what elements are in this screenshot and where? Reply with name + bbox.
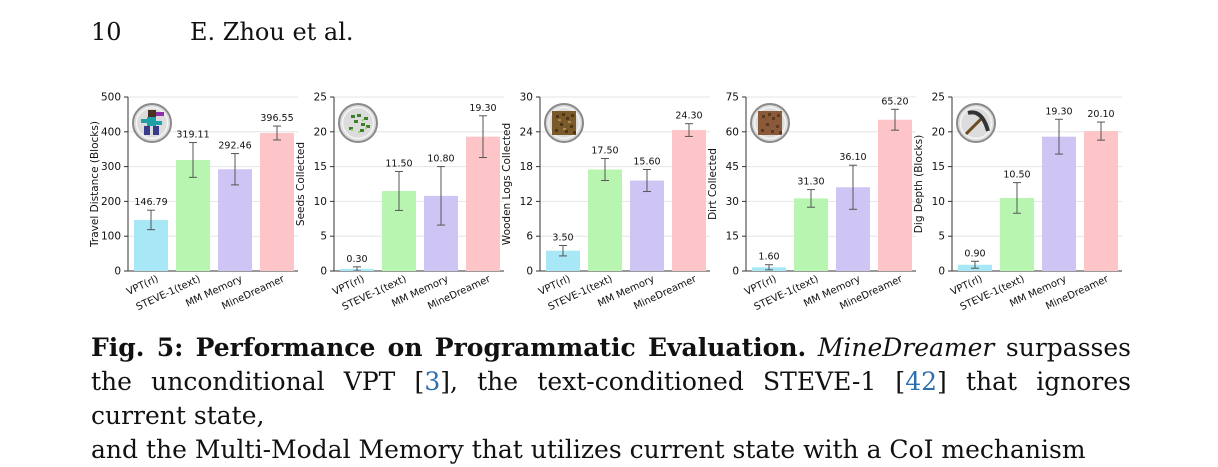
y-tick-label: 400 xyxy=(101,126,121,138)
data-label: 19.30 xyxy=(1045,106,1072,117)
data-label: 65.20 xyxy=(881,96,908,107)
citation-link-3[interactable]: 3 xyxy=(424,367,441,396)
data-label: 31.30 xyxy=(797,177,824,188)
y-axis-label: Wooden Logs Collected xyxy=(501,123,513,245)
data-label: 10.50 xyxy=(1003,170,1030,181)
y-tick-label: 30 xyxy=(520,92,533,104)
caption-model-name: MineDreamer xyxy=(817,333,995,362)
y-tick-label: 15 xyxy=(314,161,327,173)
bar-minedreamer xyxy=(672,130,706,271)
y-tick-label: 60 xyxy=(726,126,739,138)
y-tick-label: 6 xyxy=(526,231,533,243)
chart-travel-distance-blocks: 0 100 200 300 400 500 Travel Distance (Blocks)… xyxy=(89,92,298,313)
y-tick-label: 45 xyxy=(726,161,739,173)
y-tick-label: 5 xyxy=(938,231,945,243)
data-label: 146.79 xyxy=(134,197,167,208)
y-tick-label: 12 xyxy=(520,196,533,208)
bar-minedreamer xyxy=(878,119,912,272)
y-tick-label: 5 xyxy=(320,231,327,243)
bar-mm-memory xyxy=(1042,136,1076,271)
y-tick-label: 10 xyxy=(314,196,327,208)
figure-caption: Fig. 5: Performance on Programmatic Eval… xyxy=(91,331,1131,467)
bar-minedreamer xyxy=(260,133,294,271)
bar-steve-1-text xyxy=(794,198,828,271)
bar-mm-memory xyxy=(630,180,664,271)
data-label: 1.60 xyxy=(758,252,779,263)
y-tick-label: 500 xyxy=(101,92,121,104)
y-axis-label: Dirt Collected xyxy=(707,148,719,220)
bar-steve-1-text xyxy=(588,169,622,271)
y-tick-label: 10 xyxy=(932,196,945,208)
y-tick-label: 0 xyxy=(114,266,121,278)
y-tick-label: 18 xyxy=(520,161,533,173)
data-label: 0.90 xyxy=(964,248,985,259)
bar-vpt-rl xyxy=(546,250,580,271)
y-tick-label: 0 xyxy=(938,266,945,278)
y-tick-label: 20 xyxy=(314,126,327,138)
y-axis-label: Seeds Collected xyxy=(295,142,307,226)
y-tick-label: 200 xyxy=(101,196,121,208)
bar-mm-memory xyxy=(218,169,252,271)
data-label: 15.60 xyxy=(633,157,660,168)
caption-label: Fig. 5: Performance on Programmatic Eval… xyxy=(91,333,807,362)
data-label: 3.50 xyxy=(552,232,573,243)
y-tick-label: 75 xyxy=(726,92,739,104)
data-label: 0.30 xyxy=(346,254,367,265)
y-tick-label: 25 xyxy=(932,92,945,104)
y-tick-label: 24 xyxy=(520,126,534,138)
y-tick-label: 300 xyxy=(101,161,121,173)
y-tick-label: 0 xyxy=(526,266,533,278)
data-label: 292.46 xyxy=(218,141,251,152)
data-label: 319.11 xyxy=(176,130,209,141)
y-tick-label: 20 xyxy=(932,126,945,138)
data-label: 36.10 xyxy=(839,152,866,163)
y-axis-label: Dig Depth (Blocks) xyxy=(913,135,925,233)
y-tick-label: 15 xyxy=(932,161,945,173)
caption-text-1: surpasses the unconditional VPT [ xyxy=(91,333,1131,396)
y-tick-label: 30 xyxy=(726,196,739,208)
bar-minedreamer xyxy=(1084,131,1118,271)
data-label: 24.30 xyxy=(675,111,702,122)
bar-steve-1-text xyxy=(176,159,210,271)
y-tick-label: 0 xyxy=(320,266,327,278)
y-tick-label: 25 xyxy=(314,92,327,104)
y-tick-label: 100 xyxy=(101,231,121,243)
citation-link-42[interactable]: 42 xyxy=(905,367,937,396)
y-tick-label: 15 xyxy=(726,231,739,243)
page-number: 10 xyxy=(91,18,122,46)
data-label: 19.30 xyxy=(469,103,496,114)
data-label: 11.50 xyxy=(385,158,412,169)
caption-text-2: ], the text-conditioned STEVE-1 [ xyxy=(440,367,906,396)
data-label: 396.55 xyxy=(260,113,293,124)
bar-minedreamer xyxy=(466,136,500,271)
data-label: 17.50 xyxy=(591,145,618,156)
data-label: 10.80 xyxy=(427,154,454,165)
y-tick-label: 0 xyxy=(732,266,739,278)
data-label: 20.10 xyxy=(1087,109,1114,120)
author-line: E. Zhou et al. xyxy=(190,18,354,46)
caption-line-3: and the Multi-Modal Memory that utilizes… xyxy=(91,435,1086,464)
y-axis-label: Travel Distance (Blocks) xyxy=(89,121,101,248)
